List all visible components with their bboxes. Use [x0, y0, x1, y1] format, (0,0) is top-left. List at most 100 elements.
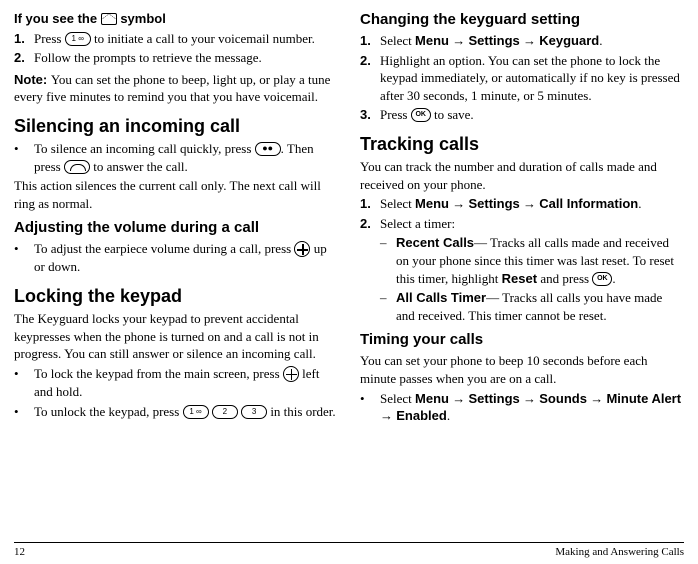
page-columns: If you see the symbol 1. Press 1 ∞ to in… — [14, 10, 684, 534]
silence-key-icon: ●● — [255, 142, 281, 156]
menu-label: Settings — [468, 196, 519, 211]
list-item: • To lock the keypad from the main scree… — [14, 365, 338, 401]
page-footer: 12 Making and Answering Calls — [14, 542, 684, 560]
arrow-icon: → — [590, 391, 603, 406]
menu-label: Menu — [415, 196, 449, 211]
menu-label: Keyguard — [539, 33, 599, 48]
text: Select — [380, 33, 415, 48]
ok-key-icon: OK — [411, 108, 431, 122]
text: If you see the — [14, 11, 101, 26]
text: Select Menu → Settings → Sounds → Minute… — [380, 390, 684, 425]
arrow-icon: → — [452, 196, 465, 211]
heading-adjust-volume: Adjusting the volume during a call — [14, 218, 338, 238]
text: and press — [537, 271, 592, 286]
voicemail-steps: 1. Press 1 ∞ to initiate a call to your … — [14, 30, 338, 67]
text: To unlock the keypad, press — [34, 404, 183, 419]
mail-icon — [101, 13, 117, 25]
step-number: 1. — [360, 195, 380, 213]
text: Recent Calls— Tracks all calls made and … — [396, 234, 684, 287]
arrow-icon: → — [452, 391, 465, 406]
note-label: Note: — [14, 72, 51, 87]
left-column: If you see the symbol 1. Press 1 ∞ to in… — [14, 10, 338, 534]
list-item: 1. Press 1 ∞ to initiate a call to your … — [14, 30, 338, 48]
bullet: • — [14, 140, 34, 175]
footer-title: Making and Answering Calls — [555, 545, 684, 560]
list-item: • To unlock the keypad, press 1 ∞ 2 3 in… — [14, 403, 338, 421]
heading-silencing: Silencing an incoming call — [14, 114, 338, 138]
list-item: 3. Press OK to save. — [360, 106, 684, 124]
bullet: • — [14, 240, 34, 276]
step-text: Select Menu → Settings → Keyguard. — [380, 32, 684, 50]
arrow-icon: → — [452, 33, 465, 48]
text: Press — [380, 107, 411, 122]
text: To lock the keypad from the main screen,… — [34, 365, 338, 401]
text: Select — [380, 391, 415, 406]
text: to save. — [434, 107, 474, 122]
arrow-icon: → — [523, 33, 536, 48]
text: To lock the keypad from the main screen,… — [34, 366, 283, 381]
bullet: • — [14, 403, 34, 421]
list-item: • To silence an incoming call quickly, p… — [14, 140, 338, 175]
list-item: • Select Menu → Settings → Sounds → Minu… — [360, 390, 684, 425]
list-item: – Recent Calls— Tracks all calls made an… — [380, 234, 684, 287]
list-item: 1. Select Menu → Settings → Call Informa… — [360, 195, 684, 213]
text: symbol — [120, 11, 166, 26]
right-column: Changing the keyguard setting 1. Select … — [360, 10, 684, 534]
lock-list: • To lock the keypad from the main scree… — [14, 365, 338, 420]
keyguard-steps: 1. Select Menu → Settings → Keyguard. 2.… — [360, 32, 684, 124]
step-text: Press 1 ∞ to initiate a call to your voi… — [34, 30, 338, 48]
list-item: 2. Highlight an option. You can set the … — [360, 52, 684, 105]
menu-label: Settings — [468, 33, 519, 48]
menu-label: Menu — [415, 391, 449, 406]
timing-intro: You can set your phone to beep 10 second… — [360, 352, 684, 387]
menu-label: Call Information — [539, 196, 638, 211]
list-item: • To adjust the earpiece volume during a… — [14, 240, 338, 276]
text: To silence an incoming call quickly, pre… — [34, 140, 338, 175]
key-2-icon: 2 — [212, 405, 238, 419]
text: To adjust the earpiece volume during a c… — [34, 241, 294, 256]
key-1-icon: 1 ∞ — [65, 32, 91, 46]
silencing-note: This action silences the current call on… — [14, 177, 338, 212]
nav-key-icon — [294, 241, 310, 257]
tracking-intro: You can track the number and duration of… — [360, 158, 684, 193]
menu-label: Minute Alert — [606, 391, 681, 406]
text: To adjust the earpiece volume during a c… — [34, 240, 338, 276]
list-item: 2. Follow the prompts to retrieve the me… — [14, 49, 338, 67]
bullet: • — [360, 390, 380, 425]
list-item: 1. Select Menu → Settings → Keyguard. — [360, 32, 684, 50]
dash: – — [380, 289, 396, 324]
step-number: 3. — [360, 106, 380, 124]
text: To silence an incoming call quickly, pre… — [34, 141, 255, 156]
note-body: You can set the phone to beep, light up,… — [14, 72, 330, 105]
step-number: 2. — [14, 49, 34, 67]
text: Press — [34, 31, 65, 46]
list-item: – All Calls Timer— Tracks all calls you … — [380, 289, 684, 324]
step-text: Select a timer: — [380, 215, 684, 233]
tracking-steps: 1. Select Menu → Settings → Call Informa… — [360, 195, 684, 232]
step-number: 2. — [360, 52, 380, 105]
menu-label: Settings — [468, 391, 519, 406]
page-number: 12 — [14, 545, 25, 560]
step-text: Highlight an option. You can set the pho… — [380, 52, 684, 105]
call-key-icon — [64, 160, 90, 174]
menu-label: Menu — [415, 33, 449, 48]
adjust-list: • To adjust the earpiece volume during a… — [14, 240, 338, 276]
step-text: Select Menu → Settings → Call Informatio… — [380, 195, 684, 213]
timer-options: – Recent Calls— Tracks all calls made an… — [360, 234, 684, 324]
arrow-icon: → — [380, 408, 393, 423]
text: All Calls Timer— Tracks all calls you ha… — [396, 289, 684, 324]
list-item: 2. Select a timer: — [360, 215, 684, 233]
heading-lock-keypad: Locking the keypad — [14, 284, 338, 308]
menu-label: Sounds — [539, 391, 587, 406]
step-number: 1. — [360, 32, 380, 50]
text: Select — [380, 196, 415, 211]
step-text: Follow the prompts to retrieve the messa… — [34, 49, 338, 67]
step-text: Press OK to save. — [380, 106, 684, 124]
nav-key-icon — [283, 366, 299, 382]
heading-keyguard: Changing the keyguard setting — [360, 10, 684, 30]
option-label: Reset — [502, 271, 537, 286]
arrow-icon: → — [523, 391, 536, 406]
timing-list: • Select Menu → Settings → Sounds → Minu… — [360, 390, 684, 425]
silencing-list: • To silence an incoming call quickly, p… — [14, 140, 338, 175]
option-label: All Calls Timer — [396, 290, 486, 305]
